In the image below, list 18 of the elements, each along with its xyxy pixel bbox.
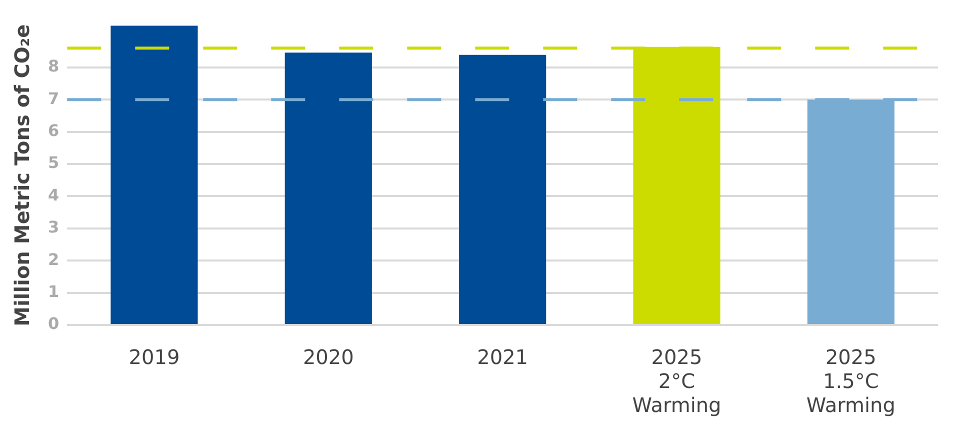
y-tick-label: 8: [48, 56, 60, 76]
y-tick-label: 5: [48, 153, 60, 172]
y-tick-label: 4: [48, 185, 60, 204]
y-axis-title: Million Metric Tons of CO₂e: [10, 24, 34, 326]
x-tick-label: 2025 1.5°C Warming: [806, 345, 896, 418]
x-tick-label: 2020: [302, 345, 354, 370]
y-tick-label: 1: [48, 282, 60, 301]
x-tick-label: 2019: [128, 345, 180, 370]
y-tick-label: 7: [48, 88, 60, 108]
y-tick-label: 0: [48, 314, 60, 334]
y-tick-label: 2: [48, 250, 60, 269]
x-tick-label: 2025 2°C Warming: [632, 345, 722, 418]
y-tick-label: 3: [48, 218, 60, 237]
bar: [459, 54, 546, 324]
bar: [110, 26, 198, 324]
bar: [284, 52, 372, 324]
x-tick-label: 2021: [477, 345, 528, 370]
y-tick-label: 6: [48, 120, 60, 140]
